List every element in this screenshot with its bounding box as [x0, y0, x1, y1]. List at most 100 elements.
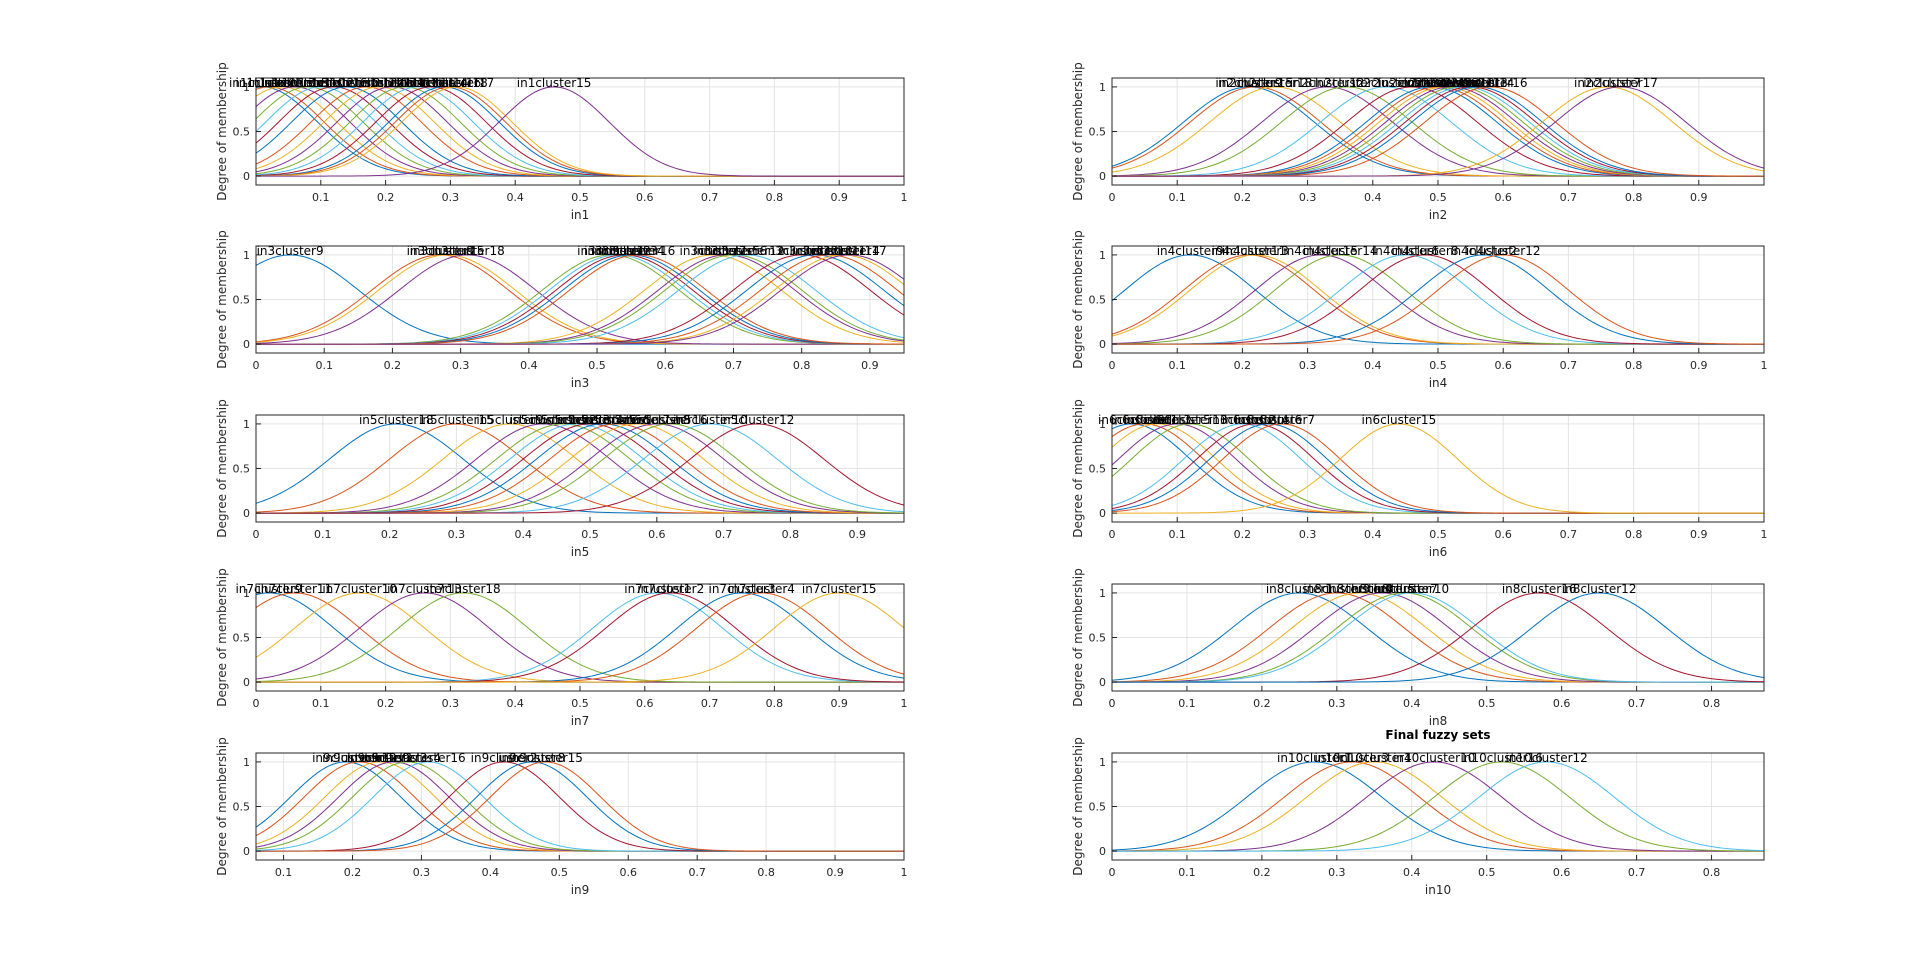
mf-label-in7cluster10: in7cluster10: [322, 582, 397, 596]
mf-label-in9cluster4: in9cluster4: [374, 751, 441, 765]
mf-label-in5cluster9: in5cluster9: [476, 413, 543, 427]
x-tick-label: 0.5: [1429, 528, 1447, 541]
x-tick-label: 0.5: [551, 866, 569, 879]
mf-label-in3cluster4: in3cluster4: [598, 244, 665, 258]
y-tick-label: 0: [1099, 170, 1106, 183]
mf-curve-in3cluster18: [256, 254, 904, 345]
mf-label-in2cluster13: in2cluster13: [1433, 76, 1508, 90]
mf-label-in10cluster1: in10cluster1: [1277, 751, 1352, 765]
mf-label-in7cluster13: in7cluster13: [387, 582, 462, 596]
x-tick-label: 0.9: [826, 866, 844, 879]
x-tick-label: 0.6: [1494, 191, 1512, 204]
y-tick-label: 1: [243, 81, 250, 94]
y-tick-label: 0: [1099, 845, 1106, 858]
x-tick-label: 1: [901, 191, 908, 204]
mf-label-in7cluster4: in7cluster4: [728, 582, 795, 596]
x-tick-label: 0.3: [413, 866, 431, 879]
x-tick-label: 0.8: [766, 697, 784, 710]
x-tick-label: 0.2: [1253, 697, 1271, 710]
y-tick-label: 0: [243, 170, 250, 183]
x-tick-label: 1: [1761, 528, 1768, 541]
y-tick-label: 1: [243, 418, 250, 431]
x-tick-label: 0.1: [1178, 866, 1196, 879]
subplot-in1: 0.1 0.2 0.3 0.4 0.5 0.6 0.7 0.8 0.9 1 0 0.5 1 in1 Degr…: [215, 62, 908, 222]
x-axis-label: in10: [1425, 883, 1451, 897]
x-tick-label: 0.5: [588, 359, 606, 372]
x-tick-label: 0.1: [315, 359, 333, 372]
x-axis-label: in9: [571, 883, 590, 897]
y-tick-label: 1: [243, 756, 250, 769]
mf-label-in1cluster4: in1cluster4: [359, 76, 426, 90]
x-tick-label: 0.8: [793, 359, 811, 372]
mf-label-in2cluster16: in2cluster16: [1453, 76, 1528, 90]
x-tick-label: 0.8: [1703, 697, 1721, 710]
mf-label-in2cluster15: in2cluster15: [1218, 76, 1293, 90]
mf-label-in1cluster17: in1cluster17: [420, 76, 495, 90]
mf-label-in2cluster14: in2cluster14: [1440, 76, 1515, 90]
subplot-in9: 0.1 0.2 0.3 0.4 0.5 0.6 0.7 0.8 0.9 1 0 0.5 1 in9 Degr…: [215, 737, 908, 897]
mf-label-in3cluster18: in3cluster18: [430, 244, 505, 258]
y-axis-label: Degree of membership: [215, 399, 229, 537]
mf-label-in3cluster2: in3cluster2: [584, 244, 651, 258]
y-tick-label: 1: [1099, 249, 1106, 262]
y-tick-label: 1: [1099, 587, 1106, 600]
mf-curve-in6cluster15: [1112, 423, 1764, 514]
mf-label-in1cluster1: in1cluster1: [235, 76, 302, 90]
mf-curve-in4cluster12: [1112, 254, 1764, 345]
y-tick-label: 0.5: [1089, 632, 1107, 645]
mf-label-in5cluster4: in5cluster4: [557, 413, 624, 427]
series-group: [1112, 761, 1764, 852]
mf-label-in4cluster2: in4cluster2: [1450, 244, 1517, 258]
mf-label-in4cluster9: in4cluster9: [1157, 244, 1224, 258]
y-axis-label: Degree of membership: [1071, 568, 1085, 706]
mf-label-in3cluster10: in3cluster10: [778, 244, 853, 258]
subplot-in8: 0 0.1 0.2 0.3 0.4 0.5 0.6 0.7 0.8 0 0.5 1 in8 Degree …: [1071, 568, 1765, 728]
mf-label-in5cluster12: in5cluster12: [720, 413, 795, 427]
y-tick-label: 1: [243, 249, 250, 262]
x-tick-label: 0: [1109, 528, 1116, 541]
x-tick-label: 0.2: [1234, 191, 1252, 204]
mf-label-in6cluster7: in6cluster7: [1248, 413, 1315, 427]
mf-label-in8cluster5: in8cluster5: [1348, 582, 1415, 596]
mf-label-in1cluster6: in1cluster6: [300, 76, 367, 90]
mf-label-in10cluster16: in10cluster16: [1461, 751, 1543, 765]
x-tick-label: 0.1: [314, 528, 332, 541]
x-tick-label: 0.3: [1328, 697, 1346, 710]
x-tick-label: 0.6: [1494, 359, 1512, 372]
mf-label-in6cluster3: in6cluster3: [1124, 413, 1191, 427]
figure-title: Final fuzzy sets: [1385, 728, 1490, 742]
x-tick-label: 0.4: [482, 866, 500, 879]
mf-label-in4cluster11: in4cluster11: [1212, 244, 1287, 258]
x-tick-label: 0.2: [1234, 359, 1252, 372]
mf-label-in2cluster12: in2cluster12: [1290, 76, 1365, 90]
mf-label-in5cluster1: in5cluster1: [510, 413, 577, 427]
mf-label-in6cluster4: in6cluster4: [1222, 413, 1289, 427]
mf-curve-in4cluster8: [1112, 254, 1764, 345]
mf-label-in4cluster15: in4cluster15: [1283, 244, 1358, 258]
mf-label-in6cluster9: in6cluster9: [1098, 413, 1165, 427]
y-tick-label: 0: [243, 338, 250, 351]
x-tick-label: 0.2: [377, 697, 395, 710]
x-tick-label: 0.1: [275, 866, 293, 879]
mf-label-in2cluster9: in2cluster9: [1215, 76, 1282, 90]
x-tick-label: 0.6: [636, 697, 654, 710]
mf-label-in2cluster8: in2cluster8: [1418, 76, 1485, 90]
mf-curve-in8cluster10: [1112, 592, 1764, 683]
mf-label-in7cluster2: in7cluster2: [637, 582, 704, 596]
y-tick-label: 0: [1099, 507, 1106, 520]
mf-label-in7cluster18: in7cluster18: [426, 582, 501, 596]
x-tick-label: 0.7: [1628, 866, 1646, 879]
mf-label-in5cluster3: in5cluster3: [543, 413, 610, 427]
x-tick-label: 0.4: [1403, 866, 1421, 879]
mf-label-in1cluster13: in1cluster13: [342, 76, 417, 90]
mf-label-in7cluster1: in7cluster1: [624, 582, 691, 596]
y-tick-label: 1: [1099, 756, 1106, 769]
mf-curve-in5cluster12: [256, 423, 904, 514]
mf-label-in10cluster10: in10cluster10: [1393, 751, 1475, 765]
x-tick-label: 0.3: [442, 191, 460, 204]
mf-label-in6cluster5: in6cluster5: [1144, 413, 1211, 427]
mf-label-in3cluster11: in3cluster11: [792, 244, 867, 258]
mf-label-in5cluster15: in5cluster15: [419, 413, 494, 427]
x-tick-label: 0.8: [766, 191, 784, 204]
mf-label-in7cluster9: in7cluster9: [235, 582, 302, 596]
